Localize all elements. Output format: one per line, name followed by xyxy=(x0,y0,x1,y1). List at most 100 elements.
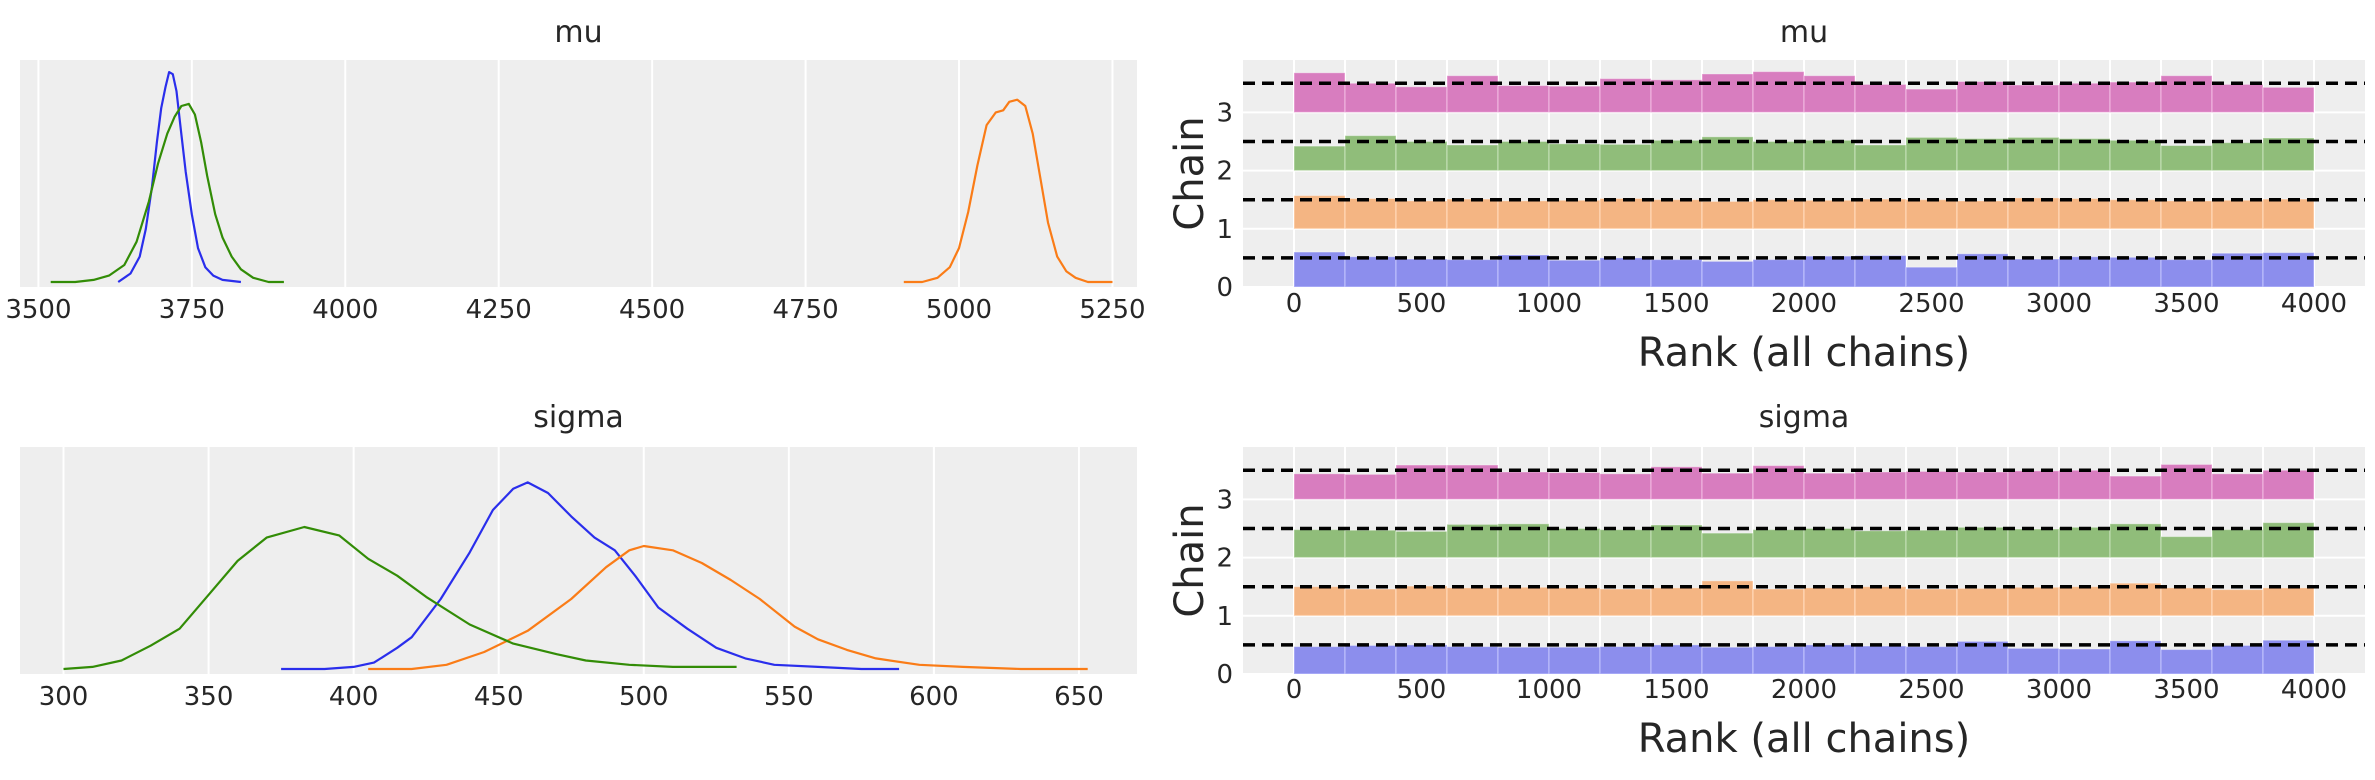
rank-bar-chain-3 xyxy=(1956,471,2009,500)
rank-bar-chain-3 xyxy=(1752,71,1805,113)
x-tick-label: 450 xyxy=(474,682,524,712)
density-line-chain-0 xyxy=(117,71,242,284)
rank-bar-chain-2 xyxy=(2058,138,2111,172)
x-tick-label: 600 xyxy=(909,682,959,712)
rank-bar-chain-0 xyxy=(1752,259,1805,288)
rank-bar-chain-0 xyxy=(1803,255,1856,288)
rank-bar-chain-0 xyxy=(1650,259,1703,288)
rank-bar-chain-1 xyxy=(2109,199,2162,230)
rank-bar-chain-0 xyxy=(1701,646,1754,675)
density-line-chain-1 xyxy=(368,544,1088,671)
rank-bar-chain-0 xyxy=(2007,258,2060,288)
rank-bar-chain-0 xyxy=(2109,256,2162,288)
rank-bar-chain-1 xyxy=(1344,198,1397,230)
rank-bar-chain-3 xyxy=(1497,471,1550,500)
rank-bar-chain-3 xyxy=(2160,75,2213,113)
rank-bar-chain-3 xyxy=(1293,72,1346,113)
rank-bar-chain-2 xyxy=(2058,526,2111,559)
x-tick-label: 2000 xyxy=(1771,289,1837,319)
x-tick-label: 500 xyxy=(1397,675,1447,705)
rank-bar-chain-1 xyxy=(1446,198,1499,230)
rank-bar-chain-1 xyxy=(1803,199,1856,230)
rank-bar-chain-2 xyxy=(2262,137,2315,172)
rank-bar-chain-2 xyxy=(1854,144,1907,172)
rank-bar-chain-3 xyxy=(1905,88,1958,113)
rank-bar-chain-2 xyxy=(1650,524,1703,559)
rank-bar-chain-0 xyxy=(1548,646,1601,675)
rank-bar-chain-2 xyxy=(1905,529,1958,559)
rank-bar-chain-0 xyxy=(1497,646,1550,675)
rank-bar-chain-3 xyxy=(1497,85,1550,113)
y-tick-label: 3 xyxy=(1216,98,1233,128)
rank-bar-chain-3 xyxy=(2058,469,2111,500)
rank-bar-chain-1 xyxy=(1803,587,1856,617)
x-tick-label: 1500 xyxy=(1643,675,1709,705)
rank-bar-chain-0 xyxy=(1344,644,1397,675)
rank-bar-chain-3 xyxy=(2211,473,2264,500)
rank-bar-chain-1 xyxy=(2262,587,2315,617)
rank-bar-chain-3 xyxy=(2058,82,2111,113)
rank-bar-chain-1 xyxy=(1701,200,1754,230)
rank-bar-chain-1 xyxy=(2058,198,2111,230)
x-tick-label: 0 xyxy=(1286,675,1303,705)
rank-bar-chain-2 xyxy=(1599,143,1652,172)
x-tick-label: 0 xyxy=(1286,289,1303,319)
rank-bar-chain-3 xyxy=(2262,86,2315,113)
rank-bar-chain-0 xyxy=(2160,649,2213,675)
rank-bar-chain-3 xyxy=(1650,466,1703,500)
rank-bar-chain-2 xyxy=(1803,527,1856,559)
rank-bar-chain-2 xyxy=(1956,138,2009,172)
rank-bar-chain-0 xyxy=(1854,255,1907,288)
x-tick-label: 4000 xyxy=(2281,675,2347,705)
x-tick-label: 3500 xyxy=(2153,289,2219,319)
rank-bar-chain-3 xyxy=(1854,471,1907,500)
rank-bar-chain-1 xyxy=(1548,199,1601,230)
rank-bar-chain-0 xyxy=(1446,646,1499,675)
rank-bar-chain-0 xyxy=(1446,259,1499,288)
density-line-chain-0 xyxy=(281,481,900,671)
rank-bar-chain-0 xyxy=(2007,647,2060,675)
density-line-chain-2 xyxy=(50,102,284,284)
rank-bar-chain-2 xyxy=(1650,139,1703,172)
rank-bar-chain-0 xyxy=(1803,644,1856,675)
x-tick-label: 650 xyxy=(1054,682,1104,712)
x-tick-label: 4750 xyxy=(772,295,838,325)
y-tick-label: 2 xyxy=(1216,157,1233,187)
rank-bar-chain-3 xyxy=(1905,470,1958,500)
rank-bar-chain-2 xyxy=(1344,529,1397,559)
rank-bar-chain-1 xyxy=(1446,587,1499,617)
rank-bar-chain-1 xyxy=(2160,200,2213,230)
x-axis-label: Rank (all chains) xyxy=(1638,716,1970,762)
x-tick-label: 500 xyxy=(1397,289,1447,319)
rank-bar-chain-0 xyxy=(1701,260,1754,288)
rank-bar-chain-0 xyxy=(1497,254,1550,288)
x-tick-label: 5250 xyxy=(1079,295,1145,325)
rank-bar-chain-2 xyxy=(2211,529,2264,559)
rank-bar-chain-3 xyxy=(1956,81,2009,113)
plot-area xyxy=(20,60,1137,287)
x-tick-label: 3000 xyxy=(2026,675,2092,705)
rank-panel-sigma: sigma 0 500 1000 1500 2000 2500 3000 3500 4000 0 1 2… xyxy=(1167,400,2365,762)
y-tick-label: 0 xyxy=(1216,660,1233,690)
x-tick-label: 350 xyxy=(184,682,234,712)
x-tick-label: 2500 xyxy=(1898,675,1964,705)
rank-bar-chain-2 xyxy=(1548,143,1601,172)
rank-bar-chain-3 xyxy=(1293,473,1346,500)
rank-bar-chain-2 xyxy=(2160,536,2213,559)
rank-bar-chain-1 xyxy=(1956,587,2009,617)
rank-bar-chain-2 xyxy=(1599,529,1652,559)
rank-bar-chain-2 xyxy=(2211,142,2264,172)
x-tick-label: 5000 xyxy=(926,295,992,325)
rank-bar-chain-3 xyxy=(1548,85,1601,113)
rank-bar-chain-3 xyxy=(1701,472,1754,500)
rank-bar-chain-1 xyxy=(1548,587,1601,617)
rank-bar-chain-3 xyxy=(1854,83,1907,113)
x-tick-label: 2000 xyxy=(1771,675,1837,705)
y-tick-label: 1 xyxy=(1216,215,1233,245)
x-tick-label: 3500 xyxy=(5,295,71,325)
rank-bar-chain-2 xyxy=(1497,140,1550,172)
panel-title: sigma xyxy=(1759,400,1850,435)
rank-bar-chain-2 xyxy=(1701,532,1754,559)
x-tick-label: 500 xyxy=(619,682,669,712)
rank-bar-chain-0 xyxy=(1395,258,1448,288)
